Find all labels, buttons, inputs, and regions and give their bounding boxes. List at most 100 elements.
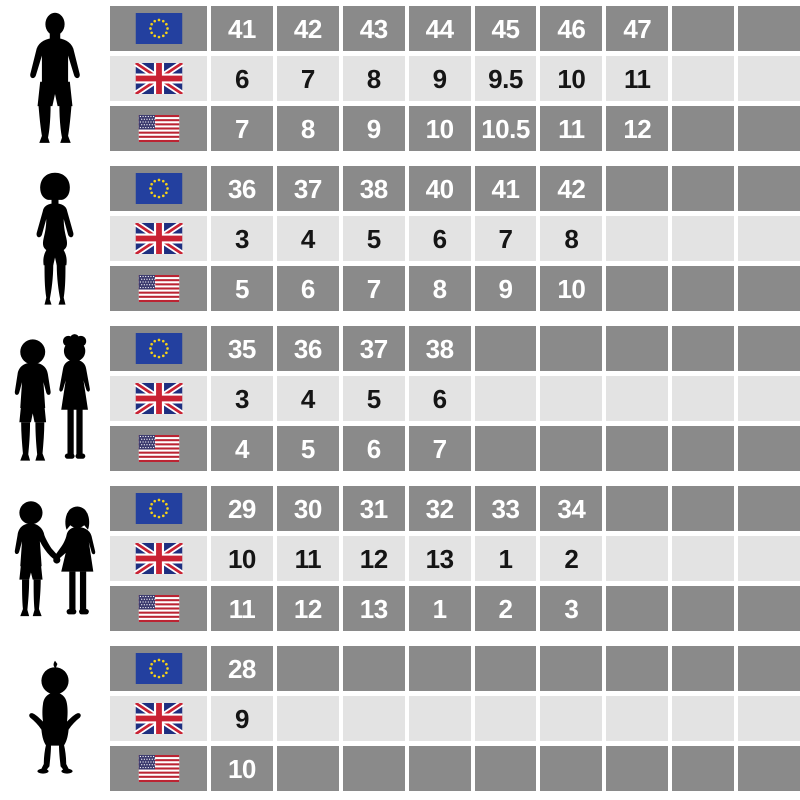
young-children-uk-size-cell-5: 1 xyxy=(474,536,537,581)
young-children-uk-size-cell-2: 11 xyxy=(276,536,339,581)
young-children-us-size-cell-7 xyxy=(606,586,669,631)
woman-silhouette xyxy=(0,160,110,320)
toddlers-uk-size-cell-1: 9 xyxy=(211,696,273,741)
children-uk-size-cell-3: 5 xyxy=(342,376,405,421)
women-eu-row: 36 37 38 40 41 42 xyxy=(110,166,800,211)
group-women: 36 37 38 40 41 42 3 4 5 6 7 8 5 6 7 8 9 10 xyxy=(0,160,800,320)
children-eu-size-cell-4: 38 xyxy=(408,326,471,371)
us-flag-icon xyxy=(110,426,207,471)
children-eu-size-cell-9 xyxy=(738,326,800,371)
men-eu-size-cell-8 xyxy=(672,6,735,51)
women-uk-size-cell-2: 4 xyxy=(276,216,339,261)
men-us-size-cell-3: 9 xyxy=(342,106,405,151)
toddlers-eu-size-cell-9 xyxy=(738,646,800,691)
children-us-size-cell-9 xyxy=(738,426,800,471)
men-uk-size-cell-8 xyxy=(672,56,735,101)
young-children-eu-size-cell-6: 34 xyxy=(540,486,603,531)
young-children-eu-row: 29 30 31 32 33 34 xyxy=(110,486,800,531)
women-uk-size-cell-4: 6 xyxy=(408,216,471,261)
children-eu-size-cell-6 xyxy=(540,326,603,371)
children-eu-size-cell-5 xyxy=(474,326,537,371)
uk-flag-icon xyxy=(110,376,207,421)
young-children-us-size-cell-1: 11 xyxy=(211,586,273,631)
women-us-size-cell-6: 10 xyxy=(540,266,603,311)
us-flag-icon xyxy=(110,586,207,631)
women-eu-size-cell-5: 41 xyxy=(474,166,537,211)
women-eu-size-cell-6: 42 xyxy=(540,166,603,211)
children-uk-size-cell-8 xyxy=(672,376,735,421)
young-children-uk-size-cell-1: 10 xyxy=(211,536,273,581)
women-us-size-cell-1: 5 xyxy=(211,266,273,311)
women-uk-size-cell-6: 8 xyxy=(540,216,603,261)
men-us-size-cell-5: 10.5 xyxy=(474,106,537,151)
toddlers-uk-size-cell-8 xyxy=(672,696,735,741)
men-uk-size-cell-1: 6 xyxy=(211,56,273,101)
young-children-us-size-cell-2: 12 xyxy=(276,586,339,631)
children-us-size-cell-8 xyxy=(672,426,735,471)
men-uk-size-cell-4: 9 xyxy=(408,56,471,101)
young-children-uk-size-cell-4: 13 xyxy=(408,536,471,581)
women-eu-size-cell-4: 40 xyxy=(408,166,471,211)
men-us-size-cell-4: 10 xyxy=(408,106,471,151)
toddlers-us-size-cell-5 xyxy=(474,746,537,791)
eu-flag-icon xyxy=(110,6,207,51)
women-uk-size-cell-9 xyxy=(738,216,800,261)
group-children: 35 36 37 38 3 4 5 6 4 5 6 7 xyxy=(0,320,800,480)
children-eu-size-cell-8 xyxy=(672,326,735,371)
children-uk-size-cell-4: 6 xyxy=(408,376,471,421)
toddlers-size-table: 28 9 10 xyxy=(110,640,800,800)
children-uk-size-cell-7 xyxy=(606,376,669,421)
young-children-eu-size-cell-2: 30 xyxy=(276,486,339,531)
young-children-size-table: 29 30 31 32 33 34 10 11 12 13 1 2 11 12 13 1 2 3 xyxy=(110,480,800,640)
children-size-table: 35 36 37 38 3 4 5 6 4 5 6 7 xyxy=(110,320,800,480)
young-children-eu-size-cell-1: 29 xyxy=(211,486,273,531)
men-eu-size-cell-7: 47 xyxy=(606,6,669,51)
uk-flag-icon xyxy=(110,56,207,101)
women-us-size-cell-3: 7 xyxy=(342,266,405,311)
young-children-us-size-cell-8 xyxy=(672,586,735,631)
men-uk-size-cell-9 xyxy=(738,56,800,101)
toddlers-uk-size-cell-7 xyxy=(606,696,669,741)
men-eu-size-cell-3: 43 xyxy=(342,6,405,51)
toddlers-uk-size-cell-9 xyxy=(738,696,800,741)
young-children-uk-size-cell-9 xyxy=(738,536,800,581)
young-children-uk-size-cell-7 xyxy=(606,536,669,581)
women-us-size-cell-8 xyxy=(672,266,735,311)
young-children-us-row: 11 12 13 1 2 3 xyxy=(110,586,800,631)
men-uk-size-cell-3: 8 xyxy=(342,56,405,101)
women-us-size-cell-2: 6 xyxy=(276,266,339,311)
men-eu-size-cell-5: 45 xyxy=(474,6,537,51)
men-eu-size-cell-1: 41 xyxy=(211,6,273,51)
men-uk-size-cell-7: 11 xyxy=(606,56,669,101)
man-silhouette xyxy=(0,0,110,160)
toddlers-us-size-cell-9 xyxy=(738,746,800,791)
children-us-size-cell-6 xyxy=(540,426,603,471)
children-eu-size-cell-3: 37 xyxy=(342,326,405,371)
us-flag-icon xyxy=(110,746,207,791)
young-children-us-size-cell-3: 13 xyxy=(342,586,405,631)
women-eu-size-cell-7 xyxy=(606,166,669,211)
us-flag-icon xyxy=(110,106,207,151)
eu-flag-icon xyxy=(110,486,207,531)
women-eu-size-cell-1: 36 xyxy=(211,166,273,211)
women-size-table: 36 37 38 40 41 42 3 4 5 6 7 8 5 6 7 8 9 10 xyxy=(110,160,800,320)
children-eu-size-cell-1: 35 xyxy=(211,326,273,371)
young-children-uk-size-cell-8 xyxy=(672,536,735,581)
women-uk-size-cell-5: 7 xyxy=(474,216,537,261)
toddlers-eu-size-cell-1: 28 xyxy=(211,646,273,691)
women-us-size-cell-4: 8 xyxy=(408,266,471,311)
young-children-eu-size-cell-4: 32 xyxy=(408,486,471,531)
men-eu-size-cell-4: 44 xyxy=(408,6,471,51)
toddlers-us-size-cell-1: 10 xyxy=(211,746,273,791)
young-children-eu-size-cell-8 xyxy=(672,486,735,531)
group-men: 41 42 43 44 45 46 47 6 7 8 9 9.5 10 11 7 8 9 10 10.5 11 12 xyxy=(0,0,800,160)
children-uk-size-cell-1: 3 xyxy=(211,376,273,421)
toddlers-us-row: 10 xyxy=(110,746,800,791)
toddlers-eu-size-cell-7 xyxy=(606,646,669,691)
children-uk-size-cell-9 xyxy=(738,376,800,421)
children-uk-size-cell-5 xyxy=(474,376,537,421)
young-children-eu-size-cell-7 xyxy=(606,486,669,531)
toddlers-uk-size-cell-3 xyxy=(342,696,405,741)
